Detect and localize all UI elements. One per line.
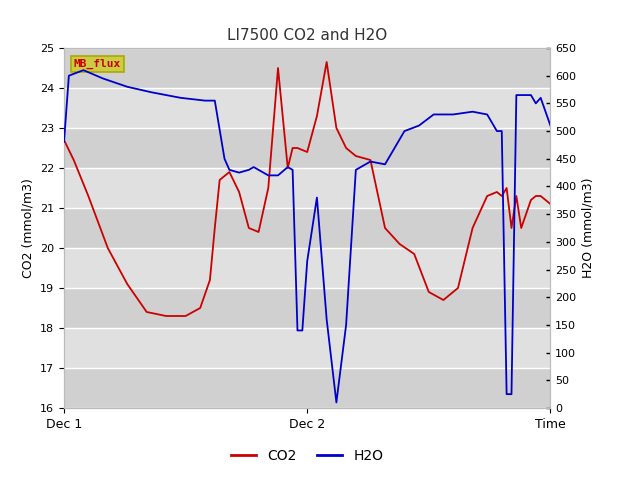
Y-axis label: H2O (mmol/m3): H2O (mmol/m3) [582, 178, 595, 278]
Bar [64, 208, 550, 248]
Title: LI7500 CO2 and H2O: LI7500 CO2 and H2O [227, 28, 387, 43]
Legend: CO2, H2O: CO2, H2O [225, 443, 389, 468]
Y-axis label: CO2 (mmol/m3): CO2 (mmol/m3) [22, 178, 35, 278]
Bar [64, 368, 550, 408]
Text: MB_flux: MB_flux [74, 59, 121, 69]
Bar [64, 48, 550, 88]
Bar [64, 288, 550, 328]
Bar [64, 128, 550, 168]
